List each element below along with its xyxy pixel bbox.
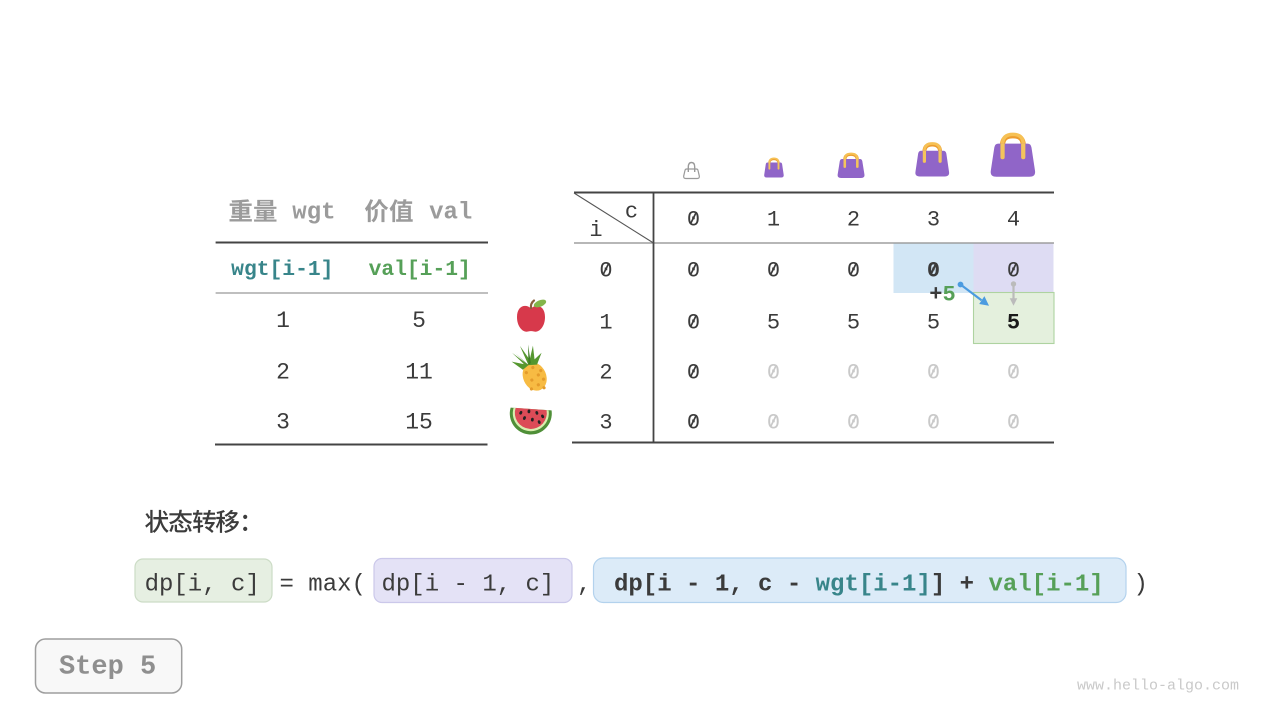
svg-text:val: val — [429, 200, 472, 227]
svg-text:,: , — [577, 572, 591, 599]
svg-text:0: 0 — [687, 411, 700, 436]
svg-text:0: 0 — [1007, 361, 1020, 386]
svg-text:2: 2 — [847, 208, 860, 233]
svg-text:Step 5: Step 5 — [59, 653, 156, 683]
svg-text:= max(: = max( — [280, 572, 366, 599]
svg-text:0: 0 — [687, 259, 700, 284]
svg-text:dp[i - 1, c]: dp[i - 1, c] — [382, 572, 555, 599]
svg-text:c: c — [625, 200, 638, 225]
svg-text:+5: +5 — [929, 283, 955, 308]
svg-text:1: 1 — [276, 308, 290, 334]
svg-text:0: 0 — [599, 259, 612, 284]
svg-text:i: i — [589, 218, 602, 243]
svg-text:val[i-1]: val[i-1] — [369, 258, 471, 282]
svg-text:wgt[i-1]: wgt[i-1] — [231, 258, 333, 282]
svg-text:1: 1 — [599, 311, 612, 336]
svg-text:0: 0 — [687, 311, 700, 336]
svg-text:11: 11 — [405, 360, 433, 386]
svg-text:15: 15 — [405, 410, 433, 436]
svg-text:4: 4 — [1007, 208, 1020, 233]
svg-text:0: 0 — [767, 259, 780, 284]
svg-text:0: 0 — [767, 361, 780, 386]
svg-text:0: 0 — [847, 411, 860, 436]
svg-text:0: 0 — [927, 411, 940, 436]
svg-text:www.hello-algo.com: www.hello-algo.com — [1077, 678, 1239, 695]
svg-text:5: 5 — [767, 311, 780, 336]
svg-text:0: 0 — [927, 361, 940, 386]
svg-text:5: 5 — [1007, 311, 1020, 336]
svg-text:0: 0 — [1007, 259, 1020, 284]
svg-text:dp[i, c]: dp[i, c] — [145, 572, 260, 599]
svg-text:5: 5 — [847, 311, 860, 336]
svg-text:dp[i - 1, c - wgt[i-1]] + val[: dp[i - 1, c - wgt[i-1]] + val[i-1] — [614, 572, 1104, 599]
svg-text:2: 2 — [599, 361, 612, 386]
svg-text:2: 2 — [276, 360, 290, 386]
svg-text:wgt: wgt — [292, 200, 335, 227]
svg-text:3: 3 — [276, 410, 290, 436]
svg-text:5: 5 — [927, 311, 940, 336]
svg-text:0: 0 — [687, 361, 700, 386]
svg-text:0: 0 — [847, 259, 860, 284]
svg-text:1: 1 — [767, 208, 780, 233]
svg-text:3: 3 — [927, 208, 940, 233]
svg-text:0: 0 — [687, 208, 700, 233]
svg-text:): ) — [1134, 572, 1148, 599]
svg-text:0: 0 — [847, 361, 860, 386]
svg-text:3: 3 — [599, 411, 612, 436]
svg-text:0: 0 — [767, 411, 780, 436]
svg-text:5: 5 — [412, 308, 426, 334]
svg-text:0: 0 — [1007, 411, 1020, 436]
